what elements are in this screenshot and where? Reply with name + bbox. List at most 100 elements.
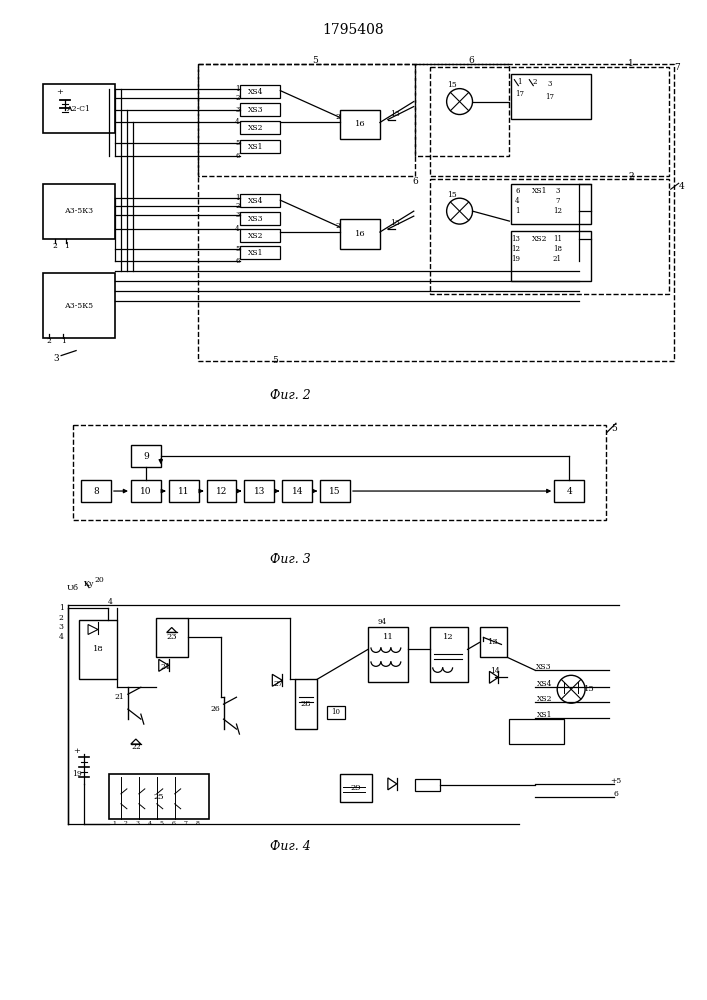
Bar	[240, 194, 280, 207]
Bar	[511, 74, 591, 119]
Text: 6: 6	[614, 790, 619, 798]
Text: 13: 13	[390, 219, 399, 227]
Text: 1: 1	[112, 821, 116, 826]
Text: 2: 2	[47, 337, 52, 345]
Text: XS1: XS1	[537, 711, 552, 719]
Text: 5: 5	[611, 424, 617, 433]
Bar	[198, 64, 415, 176]
Text: Фиг. 3: Фиг. 3	[270, 553, 310, 566]
Text: 2: 2	[336, 222, 341, 230]
Text: +5: +5	[610, 777, 621, 785]
Text: XS4: XS4	[247, 197, 263, 205]
Text: 6: 6	[235, 152, 240, 160]
Text: 21: 21	[553, 255, 561, 263]
Text: 11: 11	[178, 487, 189, 496]
Text: 4: 4	[679, 182, 684, 191]
Text: 3: 3	[59, 623, 64, 631]
Bar	[240, 212, 280, 225]
Text: 1: 1	[64, 242, 69, 250]
Bar	[340, 110, 380, 139]
Bar	[240, 103, 280, 116]
Bar	[131, 445, 160, 467]
Text: 7: 7	[555, 197, 559, 205]
Text: XS2: XS2	[532, 235, 547, 243]
Text: XS1: XS1	[247, 143, 263, 151]
Text: 18: 18	[553, 245, 561, 253]
Text: 1: 1	[235, 194, 240, 202]
Text: 15: 15	[447, 81, 457, 89]
Text: 3: 3	[53, 354, 59, 363]
Text: 14: 14	[491, 667, 501, 675]
Text: XS2: XS2	[247, 124, 263, 132]
Text: 4: 4	[59, 633, 64, 641]
Text: 19: 19	[72, 770, 82, 778]
Bar	[368, 627, 408, 682]
Text: 16: 16	[355, 230, 366, 238]
Text: 2: 2	[124, 821, 128, 826]
Text: 12: 12	[216, 487, 227, 496]
Text: Фиг. 4: Фиг. 4	[270, 840, 310, 853]
Bar	[81, 480, 111, 502]
Text: 6: 6	[235, 257, 240, 265]
Bar	[240, 246, 280, 259]
Bar	[131, 480, 160, 502]
Bar	[206, 480, 236, 502]
Text: 3: 3	[547, 80, 551, 88]
Text: 13: 13	[390, 110, 399, 118]
Text: 13: 13	[511, 235, 520, 243]
Text: 28: 28	[301, 700, 312, 708]
Bar	[245, 480, 274, 502]
Text: Фиг. 2: Фиг. 2	[270, 389, 310, 402]
Text: 27: 27	[274, 680, 284, 688]
Text: XS4: XS4	[537, 680, 552, 688]
Text: 20: 20	[94, 576, 104, 584]
Text: 18: 18	[93, 645, 103, 653]
Bar	[511, 184, 591, 224]
Bar	[509, 719, 564, 744]
Text: 19: 19	[511, 255, 520, 263]
Text: 1: 1	[628, 59, 633, 68]
Text: 7: 7	[184, 821, 187, 826]
Text: 16: 16	[355, 120, 366, 128]
Text: 11: 11	[382, 633, 393, 641]
Text: 2: 2	[336, 113, 341, 121]
Text: 2: 2	[53, 242, 57, 250]
Bar	[43, 184, 115, 239]
Text: 26: 26	[211, 705, 221, 713]
Text: 5: 5	[272, 356, 279, 365]
Bar	[430, 179, 669, 294]
Text: 12: 12	[553, 207, 561, 215]
Text: 21: 21	[114, 693, 124, 701]
Text: XS3: XS3	[247, 106, 263, 114]
Text: 1: 1	[517, 78, 522, 86]
Text: XS1: XS1	[532, 187, 547, 195]
Text: 17: 17	[544, 93, 554, 101]
Text: 15: 15	[584, 685, 595, 693]
Text: +: +	[74, 747, 81, 755]
Text: 1: 1	[59, 604, 64, 612]
Text: 15: 15	[329, 487, 341, 496]
Text: Ку: Ку	[84, 580, 94, 588]
Bar	[554, 480, 584, 502]
Text: 5: 5	[160, 821, 164, 826]
Text: 23: 23	[166, 633, 177, 641]
Text: 2: 2	[59, 614, 64, 622]
Bar	[73, 425, 606, 520]
Bar	[43, 273, 115, 338]
Text: XS2: XS2	[247, 232, 263, 240]
Text: XS2: XS2	[537, 695, 552, 703]
Text: XS1: XS1	[247, 249, 263, 257]
Bar	[156, 618, 187, 657]
Bar	[169, 480, 199, 502]
Text: 94: 94	[378, 618, 387, 626]
Bar	[340, 219, 380, 249]
Text: 17: 17	[515, 90, 524, 98]
Text: 6: 6	[515, 187, 520, 195]
Bar	[479, 627, 508, 657]
Text: 5: 5	[235, 245, 240, 253]
Bar	[415, 779, 440, 791]
Text: 4: 4	[235, 118, 240, 126]
Text: 3: 3	[136, 821, 140, 826]
Bar	[511, 231, 591, 281]
Text: 6: 6	[412, 177, 418, 186]
